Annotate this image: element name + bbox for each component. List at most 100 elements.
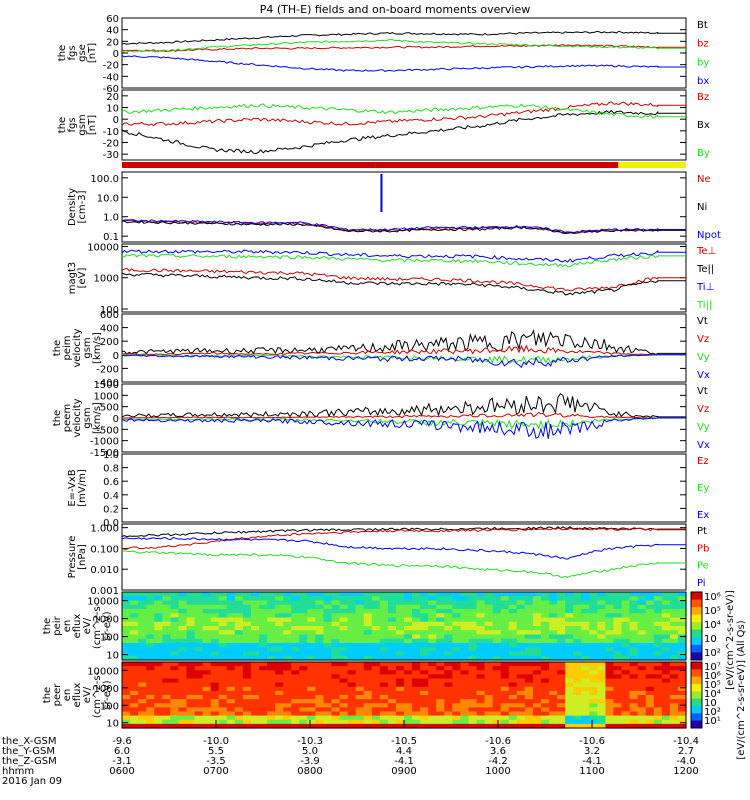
heatmap-cell [331, 622, 340, 627]
y-tick-label: 0.010 [90, 565, 119, 576]
heatmap-cell [243, 662, 252, 667]
heatmap-cell [670, 643, 679, 648]
heatmap-cell [517, 707, 526, 712]
heatmap-cell [485, 639, 494, 644]
heatmap-cell [380, 605, 389, 610]
heatmap-cell [557, 683, 566, 688]
heatmap-cell [662, 712, 671, 717]
legend-label: Bt [697, 20, 708, 31]
heatmap-cell [557, 703, 566, 708]
heatmap-cell [541, 707, 550, 712]
heatmap-cell [622, 618, 631, 623]
heatmap-cell [557, 679, 566, 684]
heatmap-cell [227, 596, 236, 601]
heatmap-cell [299, 605, 308, 610]
heatmap-cell [549, 630, 558, 635]
heatmap-cell [372, 601, 381, 606]
heatmap-cell [203, 596, 212, 601]
heatmap-cell [613, 639, 622, 644]
heatmap-cell [613, 716, 622, 721]
series-bt-line [122, 31, 686, 44]
heatmap-cell [525, 699, 534, 704]
heatmap-cell [251, 699, 260, 704]
heatmap-cell [356, 691, 365, 696]
heatmap-cell [670, 618, 679, 623]
heatmap-cell [315, 703, 324, 708]
heatmap-cell [557, 622, 566, 627]
heatmap-cell [509, 712, 518, 717]
heatmap-cell [670, 695, 679, 700]
heatmap-cell [267, 647, 276, 652]
heatmap-cell [186, 666, 195, 671]
heatmap-cell [412, 635, 421, 640]
heatmap-cell [428, 666, 437, 671]
heatmap-cell [299, 703, 308, 708]
heatmap-cell [396, 592, 405, 597]
heatmap-cell [380, 613, 389, 618]
heatmap-cell [331, 643, 340, 648]
heatmap-cell [186, 630, 195, 635]
heatmap-cell [444, 691, 453, 696]
heatmap-cell [605, 691, 614, 696]
heatmap-cell [251, 635, 260, 640]
heatmap-cell [436, 622, 445, 627]
heatmap-cell [356, 670, 365, 675]
heatmap-cell [613, 674, 622, 679]
heatmap-cell [404, 691, 413, 696]
heatmap-cell [178, 647, 187, 652]
heatmap-cell [195, 626, 204, 631]
heatmap-cell [436, 683, 445, 688]
heatmap-cell [348, 683, 357, 688]
heatmap-cell [267, 639, 276, 644]
heatmap-cell [162, 674, 171, 679]
heatmap-cell [235, 647, 244, 652]
heatmap-cell [162, 716, 171, 721]
heatmap-cell [186, 643, 195, 648]
heatmap-cell [444, 630, 453, 635]
heatmap-cell [404, 618, 413, 623]
legend-label: Pi [697, 578, 706, 589]
heatmap-cell [227, 626, 236, 631]
heatmap-cell [267, 630, 276, 635]
heatmap-cell [219, 652, 228, 657]
heatmap-cell [533, 647, 542, 652]
heatmap-cell [493, 618, 502, 623]
heatmap-cell [251, 695, 260, 700]
heatmap-cell [138, 662, 147, 667]
heatmap-cell [630, 605, 639, 610]
heatmap-cell [622, 596, 631, 601]
heatmap-cell [372, 670, 381, 675]
heatmap-cell [178, 687, 187, 692]
heatmap-cell [195, 592, 204, 597]
y-tick-label: 0.100 [90, 544, 119, 555]
heatmap-cell [186, 626, 195, 631]
y-axis-label: the peer en eflux eV/(cm^2-s-sr-eV) [42, 671, 113, 718]
heatmap-cell [638, 635, 647, 640]
panel-frame [122, 384, 686, 452]
heatmap-cell [444, 687, 453, 692]
y-tick-label: 0 [113, 49, 119, 60]
heatmap-cell [646, 666, 655, 671]
heatmap-cell [597, 613, 606, 618]
heatmap-cell [541, 605, 550, 610]
heatmap-cell [662, 679, 671, 684]
heatmap-cell [654, 691, 663, 696]
heatmap-cell [299, 662, 308, 667]
heatmap-cell [549, 613, 558, 618]
heatmap-cell [267, 707, 276, 712]
heatmap-cell [436, 662, 445, 667]
heatmap-cell [509, 670, 518, 675]
heatmap-cell [267, 613, 276, 618]
heatmap-cell [460, 662, 469, 667]
heatmap-cell [581, 635, 590, 640]
heatmap-cell [485, 699, 494, 704]
heatmap-cell [291, 635, 300, 640]
heatmap-cell [243, 626, 252, 631]
heatmap-cell [170, 716, 179, 721]
heatmap-cell [283, 695, 292, 700]
heatmap-cell [670, 683, 679, 688]
heatmap-cell [541, 720, 550, 725]
heatmap-cell [138, 666, 147, 671]
heatmap-cell [533, 630, 542, 635]
heatmap-cell [485, 707, 494, 712]
